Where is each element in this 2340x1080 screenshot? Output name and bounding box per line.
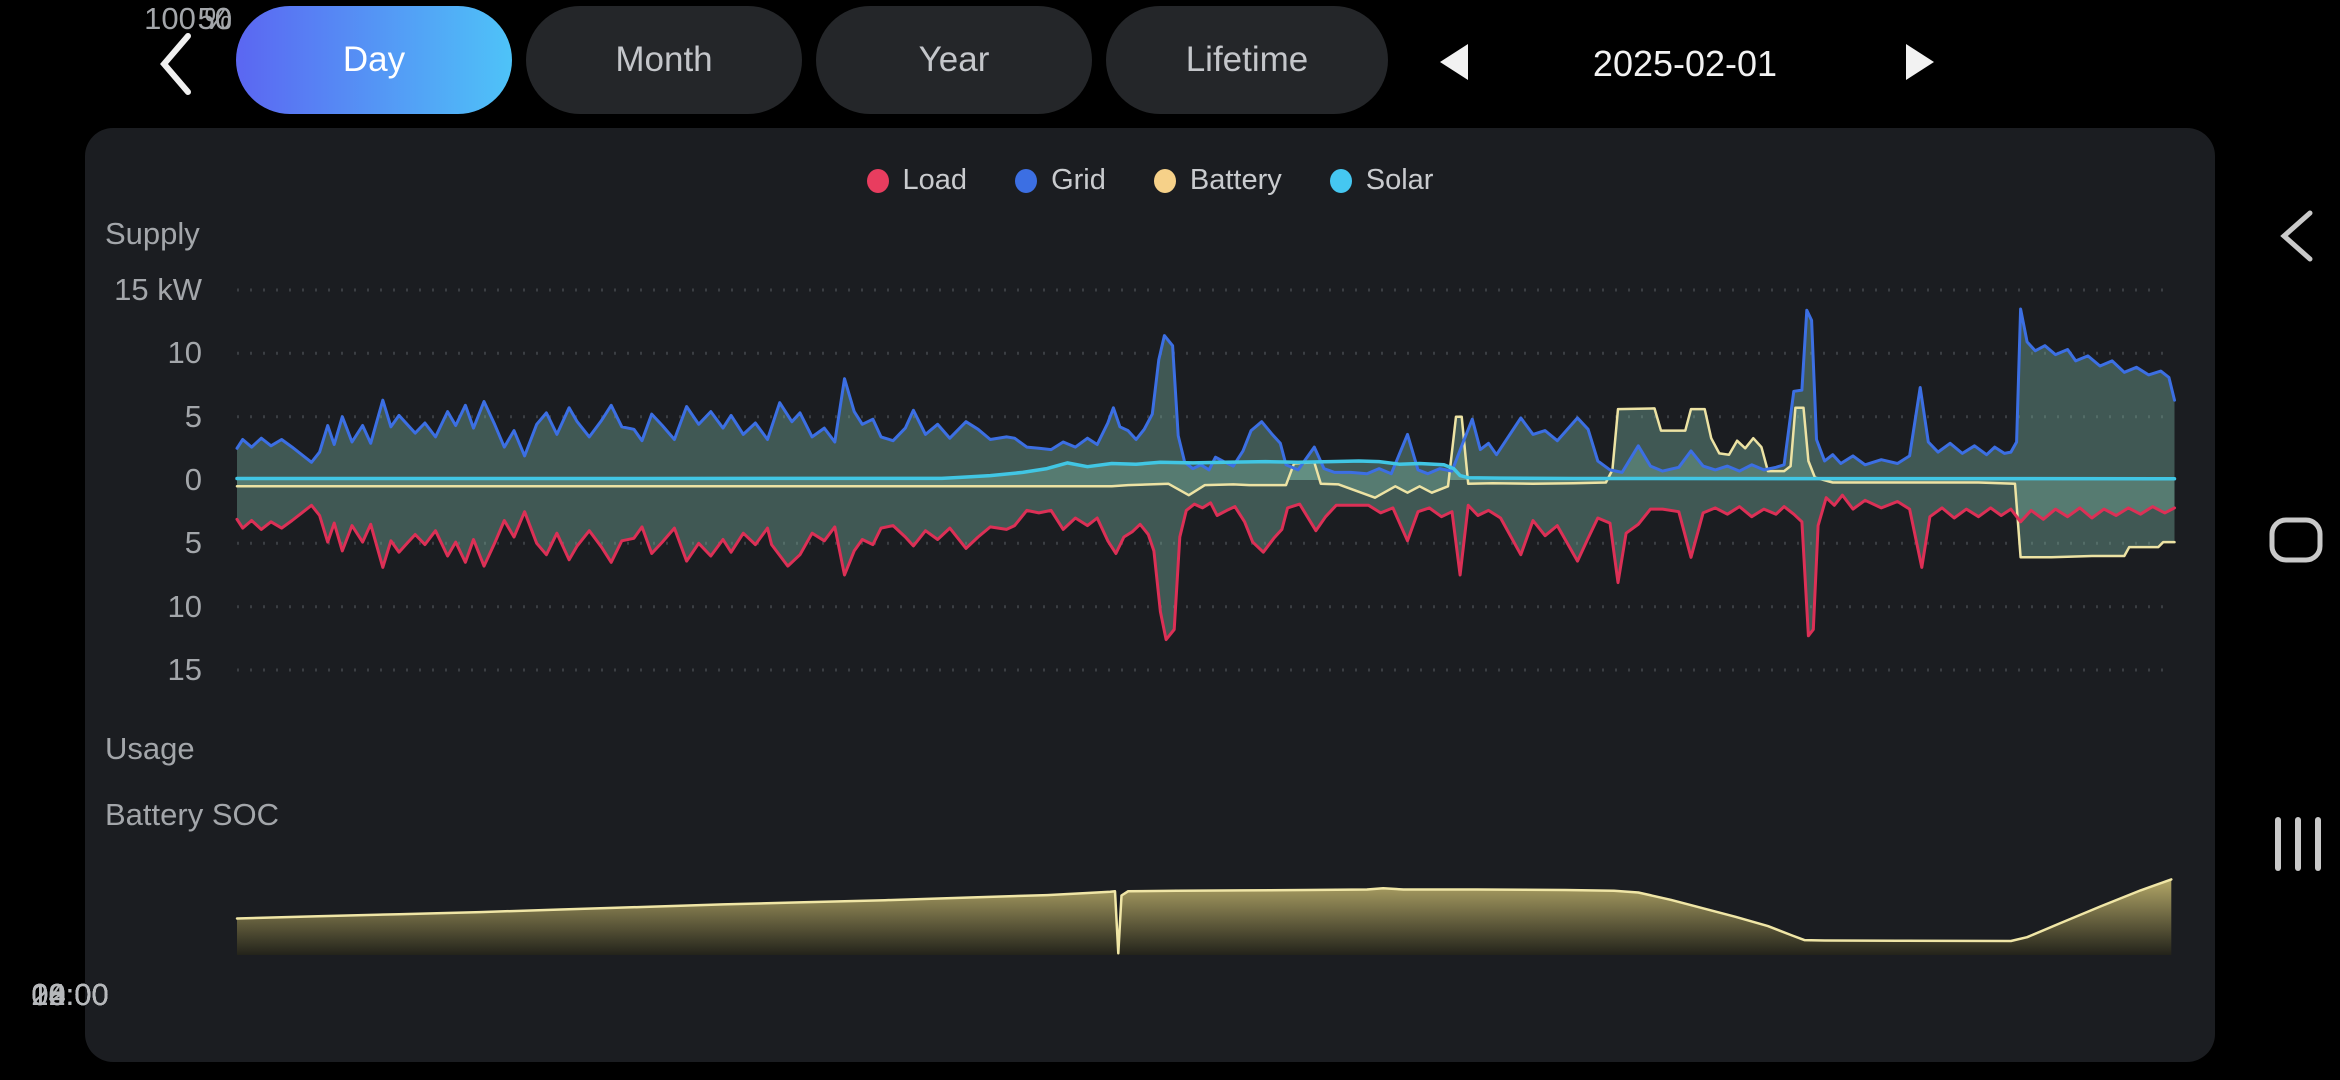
legend-item-grid[interactable]: Grid	[1015, 164, 1106, 197]
x-tick-0400: 04:00	[31, 977, 109, 1012]
x-tick-1600: 16:00	[31, 977, 109, 1012]
date-label: 2025-02-01	[1592, 43, 1778, 84]
tab-lifetime[interactable]: Lifetime	[1106, 6, 1388, 114]
legend-label: Load	[902, 164, 968, 196]
legend-label: Solar	[1365, 164, 1434, 196]
android-back-icon[interactable]	[2272, 208, 2324, 264]
top-bar: Day Month Year Lifetime 2025-02-01	[0, 0, 2340, 128]
tab-month[interactable]: Month	[526, 6, 802, 114]
previous-day-icon[interactable]	[1440, 44, 1468, 80]
y-tick-neg5: 5	[184, 525, 202, 560]
grid-color-dot	[1015, 168, 1038, 193]
tab-day[interactable]: Day	[236, 6, 512, 114]
back-icon[interactable]	[146, 28, 206, 98]
x-tick-1200: 12:00	[31, 977, 109, 1012]
power-chart[interactable]	[225, 272, 2185, 692]
y-tick-10: 10	[167, 335, 202, 370]
y-tick-0: 0	[184, 462, 202, 497]
next-day-icon[interactable]	[1906, 44, 1934, 80]
android-home-icon[interactable]	[2268, 516, 2324, 564]
y-tick-neg15: 15	[167, 652, 202, 687]
supply-axis-title: Supply	[105, 216, 200, 251]
solar-color-dot	[1329, 168, 1352, 193]
tab-year[interactable]: Year	[816, 6, 1092, 114]
battery-color-dot	[1153, 168, 1176, 193]
x-tick-2000: 20:00	[31, 977, 109, 1012]
legend-item-load[interactable]: Load	[866, 164, 968, 197]
legend-label: Battery	[1189, 164, 1282, 196]
soc-tick-50: 50	[197, 1, 232, 36]
soc-axis-title: Battery SOC	[105, 797, 279, 832]
x-tick-0000: 00:00	[31, 977, 109, 1012]
legend-label: Grid	[1051, 164, 1106, 196]
y-tick-5: 5	[184, 399, 202, 434]
legend-item-battery[interactable]: Battery	[1153, 164, 1282, 197]
android-recents-icon[interactable]	[2272, 816, 2324, 872]
soc-tick-0: 0	[214, 1, 232, 36]
x-tick-0800: 08:00	[31, 977, 109, 1012]
legend-item-solar[interactable]: Solar	[1329, 164, 1434, 197]
soc-tick-100: 100 %	[144, 1, 232, 36]
battery-soc-chart[interactable]	[225, 858, 2185, 962]
chart-legend: Load Grid Battery Solar	[85, 164, 2215, 197]
usage-axis-title: Usage	[105, 731, 195, 766]
y-tick-15kw: 15 kW	[114, 272, 202, 307]
y-tick-neg10: 10	[167, 589, 202, 624]
load-color-dot	[866, 168, 889, 193]
